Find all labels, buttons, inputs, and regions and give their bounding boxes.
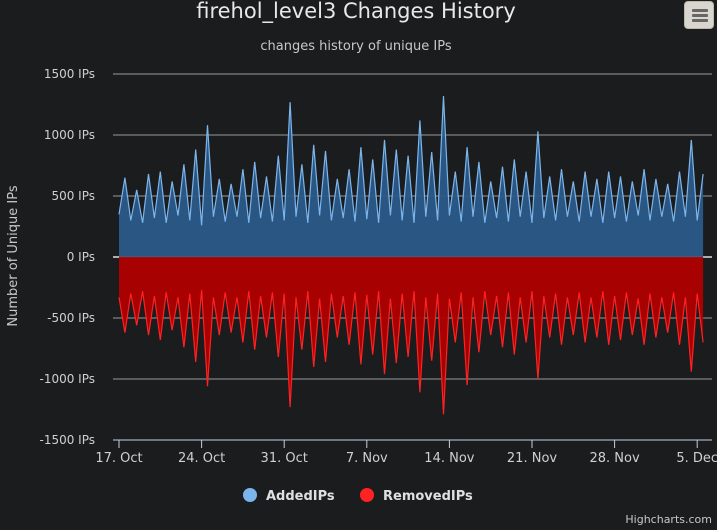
legend-item-addedips[interactable]: AddedIPs (243, 488, 335, 504)
series-area-removedips (119, 257, 704, 415)
series-area-addedips (119, 96, 704, 257)
x-tick-label: 7. Nov (346, 451, 388, 466)
legend-marker (243, 488, 257, 502)
x-tick-label: 24. Oct (178, 451, 225, 466)
y-tick-label: -1500 IPs (40, 433, 96, 447)
y-tick-label: -500 IPs (47, 311, 95, 325)
y-tick-labels: 1500 IPs 1000 IPs 500 IPs 0 IPs -500 IPs -100… (40, 67, 96, 447)
legend-label: AddedIPs (266, 489, 335, 504)
x-tick-label: 28. Nov (590, 451, 640, 466)
y-tick-label: 0 IPs (67, 250, 95, 264)
y-tick-label: 1500 IPs (44, 67, 95, 81)
x-tick-label: 31. Oct (261, 451, 308, 466)
x-tick-label: 14. Nov (424, 451, 474, 466)
series-line-addedips[interactable] (118, 95, 704, 226)
x-tick-label: 5. Dec (676, 451, 717, 466)
y-tick-label: 1000 IPs (44, 128, 95, 142)
series-line-removedips[interactable] (118, 289, 704, 415)
x-axis: 17. Oct 24. Oct 31. Oct 7. Nov 14. Nov 21. No… (95, 439, 717, 466)
legend-item-removedips[interactable]: RemovedIPs (360, 488, 473, 504)
legend-label: RemovedIPs (383, 489, 473, 504)
y-tick-label: -1000 IPs (40, 372, 96, 386)
legend-marker (360, 488, 374, 502)
credits-link[interactable]: Highcharts.com (625, 513, 712, 526)
x-tick-label: 21. Nov (507, 451, 557, 466)
chart-subtitle: changes history of unique IPs (260, 39, 451, 54)
x-tick-label: 17. Oct (95, 451, 142, 466)
y-tick-label: 500 IPs (51, 189, 95, 203)
chart-title: firehol_level3 Changes History (196, 0, 516, 24)
series-layer (118, 95, 704, 415)
chart-menu-button[interactable] (684, 1, 714, 29)
y-axis-label: Number of Unique IPs (6, 185, 21, 326)
legend[interactable]: AddedIPs RemovedIPs (243, 488, 473, 504)
